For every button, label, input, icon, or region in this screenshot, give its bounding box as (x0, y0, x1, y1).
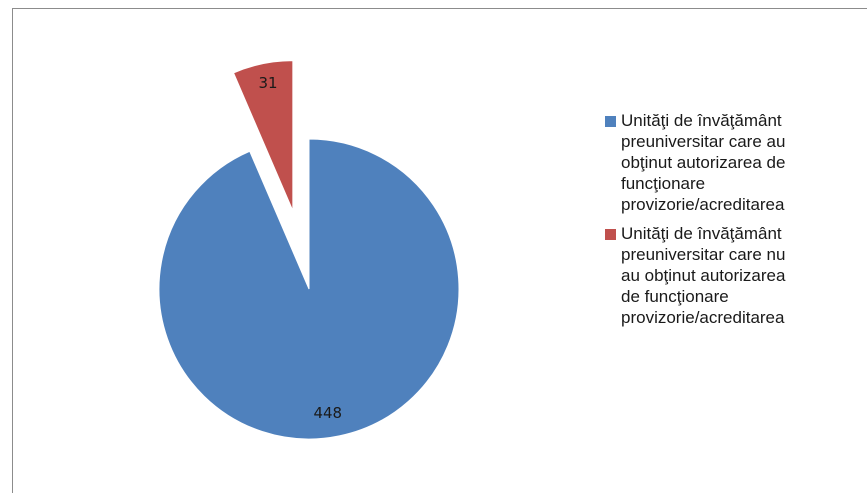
legend: Unităţi de învăţământ preuniversitar car… (603, 110, 865, 336)
legend-label-authorized: Unităţi de învăţământ preuniversitar car… (621, 111, 786, 214)
pie-label-not-authorized: 31 (258, 74, 277, 92)
pie-slice-authorized (158, 138, 460, 440)
legend-swatch-not-authorized (605, 229, 616, 240)
legend-swatch-authorized (605, 116, 616, 127)
legend-label-not-authorized: Unităţi de învăţământ preuniversitar car… (621, 224, 786, 327)
pie-slice-not-authorized (232, 60, 294, 211)
legend-item-authorized: Unităţi de învăţământ preuniversitar car… (603, 110, 865, 215)
chart-frame (12, 8, 867, 493)
legend-item-not-authorized: Unităţi de învăţământ preuniversitar car… (603, 223, 865, 328)
pie-label-authorized: 448 (313, 404, 342, 422)
